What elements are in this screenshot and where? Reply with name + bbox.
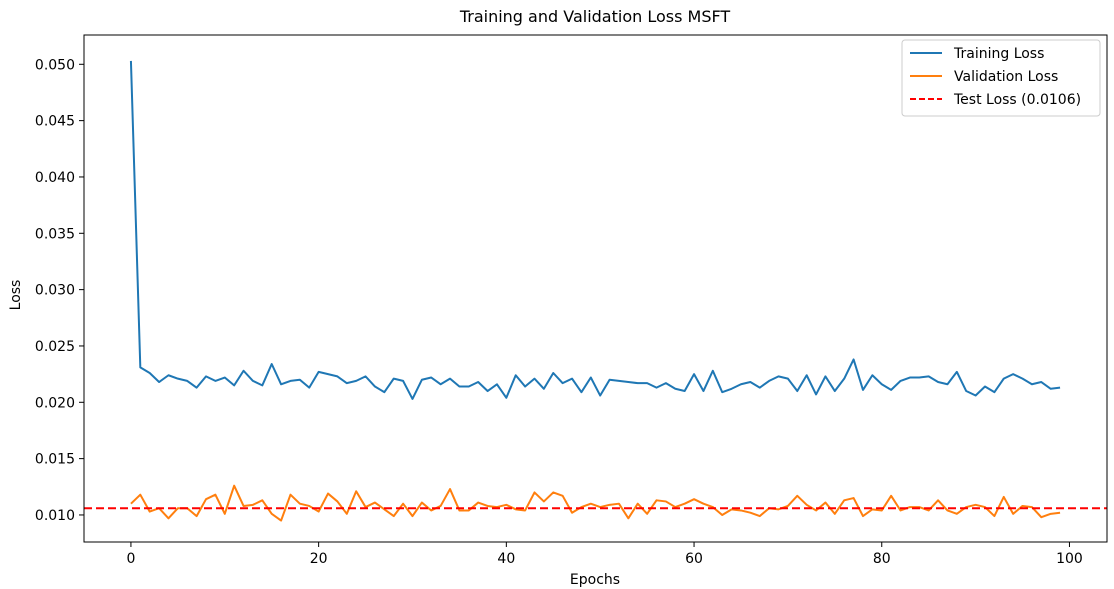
x-tick-label: 0 <box>126 551 135 567</box>
y-tick-label: 0.030 <box>35 283 75 299</box>
x-tick-label: 80 <box>873 551 891 567</box>
y-tick-label: 0.010 <box>35 508 75 524</box>
series-line-validation-loss <box>130 484 1061 522</box>
y-tick-label: 0.015 <box>35 452 75 468</box>
y-axis-title: Loss <box>8 280 24 311</box>
legend-box <box>901 39 1101 117</box>
y-tick-label: 0.040 <box>35 170 75 186</box>
legend: Training Loss Validation Loss Test Loss … <box>901 39 1101 117</box>
y-tick-label: 0.050 <box>35 57 75 73</box>
plot-frame <box>83 34 1108 543</box>
y-tick-label: 0.025 <box>35 339 75 355</box>
x-axis-title: Epochs <box>570 572 620 588</box>
plot-area <box>84 60 1107 522</box>
x-tick-label: 40 <box>497 551 515 567</box>
y-tick-label: 0.035 <box>35 226 75 242</box>
series-line-training-loss <box>129 60 1061 400</box>
x-tick-label: 20 <box>310 551 328 567</box>
legend-validation-label: Validation Loss <box>954 69 1058 85</box>
axes: 0 20 40 60 80 100 0.010 0.015 0.020 0.025 0.030 0.0… <box>35 57 1083 567</box>
x-tick-label: 60 <box>685 551 703 567</box>
x-tick-label: 100 <box>1056 551 1083 567</box>
legend-training-label: Training Loss <box>953 46 1044 62</box>
y-tick-label: 0.020 <box>35 395 75 411</box>
chart-title: Training and Validation Loss MSFT <box>459 7 731 26</box>
legend-test-label: Test Loss (0.0106) <box>953 92 1081 108</box>
y-tick-label: 0.045 <box>35 114 75 130</box>
